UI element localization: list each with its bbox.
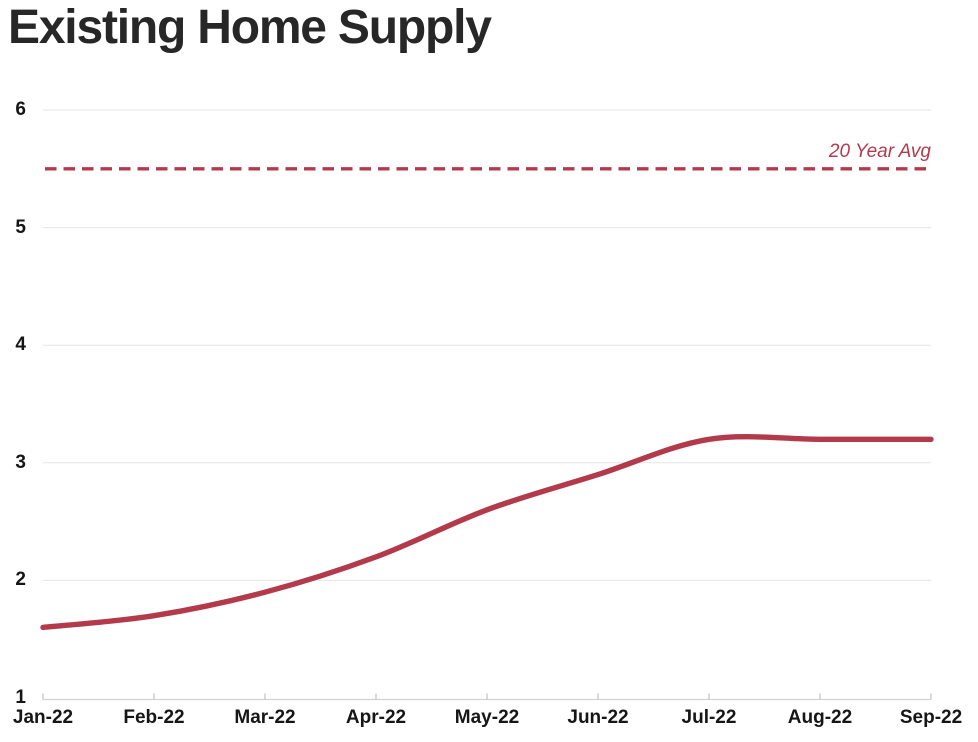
x-axis-tick-label: Mar-22 xyxy=(234,707,296,728)
x-axis-tick-label: Apr-22 xyxy=(345,707,407,728)
y-axis-tick-label: 2 xyxy=(15,569,26,590)
chart-title: Existing Home Supply xyxy=(8,1,492,54)
reference-line-label: 20 Year Avg xyxy=(828,141,931,162)
x-axis-tick-label: May-22 xyxy=(454,707,520,728)
y-axis-tick-label: 4 xyxy=(15,334,26,355)
x-axis-tick-label: Aug-22 xyxy=(787,707,853,728)
x-axis-tick-label: Feb-22 xyxy=(123,707,185,728)
x-axis-tick-label: Jun-22 xyxy=(567,707,629,728)
y-axis-tick-label: 5 xyxy=(15,217,26,238)
y-axis-tick-label: 3 xyxy=(15,452,26,473)
x-axis-tick-label: Jul-22 xyxy=(681,707,737,728)
x-axis-tick-label: Jan-22 xyxy=(12,707,74,728)
y-axis-tick-label: 6 xyxy=(15,99,26,120)
y-axis-tick-label: 1 xyxy=(15,687,26,708)
supply-data-line xyxy=(40,433,934,631)
x-axis-tick-label: Sep-22 xyxy=(899,707,963,728)
